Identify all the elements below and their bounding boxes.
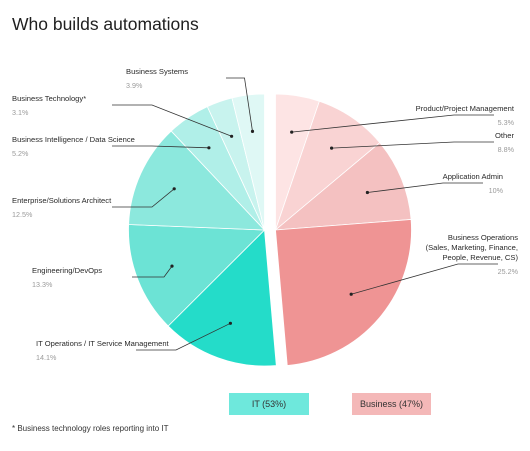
pie-slice-it-operations-it-service-management [167,229,277,367]
leader-line-enterprise-solutions-architect [112,188,175,208]
slice-label-business-intelligence-data-science: Business Intelligence / Data Science [12,135,135,144]
legend-business-label: Business (47%) [359,399,424,409]
slice-value-other: 8.8% [498,145,515,154]
slice-label-it-operations-it-service-management: IT Operations / IT Service Management [36,339,170,348]
legend-business: Business (47%) [352,393,431,415]
leader-dot-product-project-management [290,130,294,134]
leader-line-engineering-devops [132,265,173,278]
chart-title: Who builds automations [12,14,199,34]
leader-line-application-admin [367,182,483,193]
slice-value-business-intelligence-data-science: 5.2% [12,149,29,158]
slice-labels: Product/Project Management 5.3% Other 8.8% A… [12,67,519,362]
legend-it-label: IT (53%) [251,399,287,409]
pie-slice-application-admin [274,142,412,231]
leader-dot-business-technology [230,134,234,138]
slice-label-business-operations: Business Operations [448,233,518,242]
leader-line-business-intelligence-data-science [112,145,209,149]
slice-label-application-admin: Application Admin [443,172,503,181]
leader-line-business-systems [226,77,253,132]
leader-dot-it-operations-it-service-management [228,321,232,325]
slice-value-engineering-devops: 13.3% [32,280,53,289]
leader-dot-business-intelligence-data-science [207,146,211,150]
slice-value-it-operations-it-service-management: 14.1% [36,353,57,362]
pie-slice-business-systems [231,93,265,231]
pie-slice-engineering-devops [128,224,266,327]
leader-dot-business-operations [349,292,353,296]
leader-line-product-project-management [291,114,494,133]
pie-slice-business-operations [275,219,412,366]
slice-value-business-operations: 25.2% [498,267,519,276]
slice-label-business-operations-line2: People, Revenue, CS) [442,253,518,262]
leader-lines [112,77,498,351]
slice-value-business-systems: 3.9% [126,81,143,90]
slice-label-business-technology: Business Technology* [12,94,86,103]
legend-it: IT (53%) [229,393,309,415]
slice-label-enterprise-solutions-architect: Enterprise/Solutions Architect [12,196,112,205]
leader-dot-other [330,146,334,150]
slice-label-engineering-devops: Engineering/DevOps [32,266,102,275]
slice-label-other: Other [495,131,514,140]
pie-slice-enterprise-solutions-architect [128,130,266,231]
slice-label-product-project-management: Product/Project Management [416,104,515,113]
pie-slices [128,93,412,367]
slice-value-business-technology: 3.1% [12,108,29,117]
leader-line-it-operations-it-service-management [136,322,231,351]
slice-label-business-systems: Business Systems [126,67,188,76]
leader-dot-enterprise-solutions-architect [172,187,176,191]
leader-dot-application-admin [365,190,369,195]
leader-dot-engineering-devops [170,264,174,268]
leader-line-business-operations [351,263,498,295]
slice-label-business-operations-line1: (Sales, Marketing, Finance, [426,243,518,252]
footnote: * Business technology roles reporting in… [12,424,169,433]
slice-value-product-project-management: 5.3% [498,118,515,127]
slice-value-enterprise-solutions-architect: 12.5% [12,210,33,219]
leader-dot-business-systems [250,129,255,133]
leader-line-business-technology [112,104,232,137]
leader-line-other [331,141,494,149]
slice-value-application-admin: 10% [489,186,504,195]
